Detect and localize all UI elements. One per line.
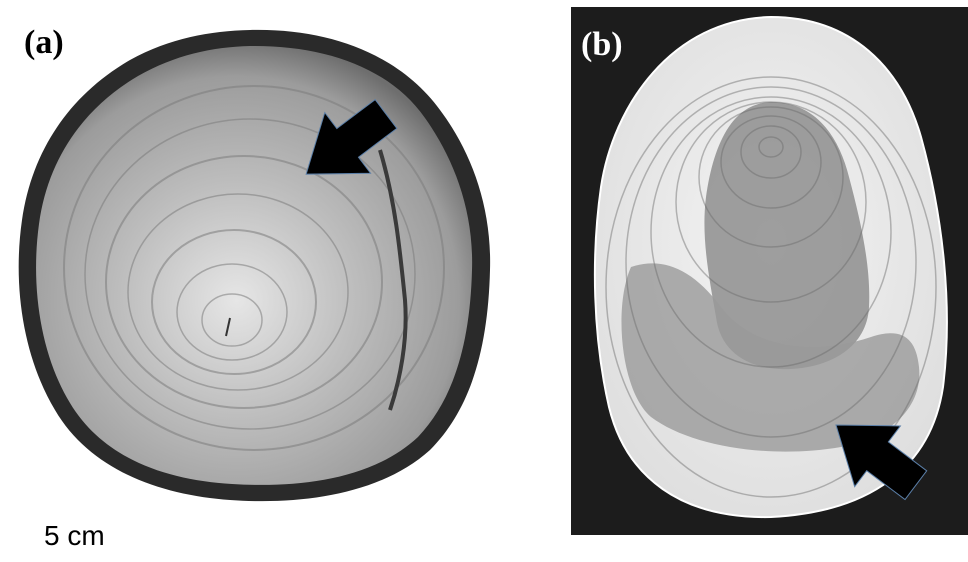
- panel-a: (a) 5 cm: [18, 24, 491, 551]
- arrow-a: [305, 98, 398, 175]
- wood-disc-b: [593, 15, 948, 519]
- panel-b: (b): [571, 7, 968, 535]
- crack-a: [378, 149, 408, 411]
- wood-disc-a: [18, 29, 491, 502]
- growth-rings-b: [605, 76, 937, 498]
- growth-rings-a: [63, 85, 445, 451]
- heartwood-b: [704, 102, 870, 370]
- panel-label-a: (a): [24, 24, 64, 61]
- arrow-b: [835, 424, 928, 501]
- heartwood-lower-b: [621, 263, 920, 452]
- panel-label-b: (b): [581, 26, 623, 63]
- scale-bar-label: 5 cm: [44, 520, 105, 551]
- wood-surface-a: [36, 45, 473, 485]
